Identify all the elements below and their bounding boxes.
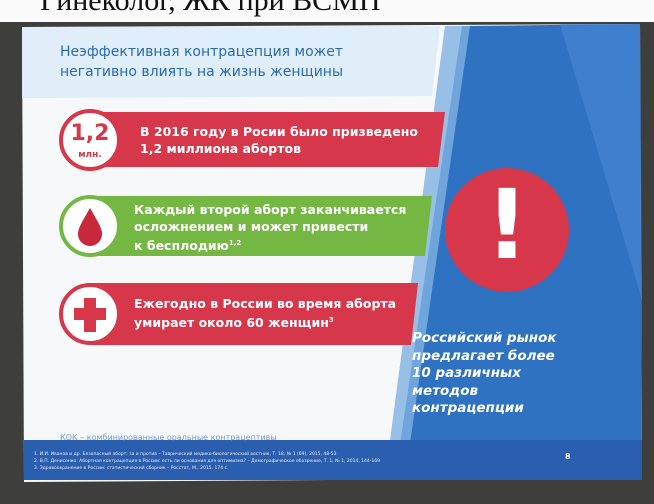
item-line: 1,2 миллиона абортов <box>140 140 418 157</box>
item-line: умирает около 60 женщин3 <box>134 312 396 331</box>
callout-line: методов <box>412 383 557 401</box>
footnote: 2. В.П. Денисенко. Абортная контрацепция… <box>34 459 380 464</box>
callout-line: предлагает более <box>412 348 557 366</box>
footnote-ref: 3 <box>329 316 334 324</box>
footnote: 1. И.И. Иванов и др. Безопасный аборт: з… <box>34 452 336 457</box>
badge-number: 1,2 <box>68 121 112 146</box>
item-line: Ежегодно в России во время аборта <box>134 295 396 312</box>
page-number: 8 <box>565 452 571 461</box>
item-line: к бесплодию1,2 <box>134 235 406 254</box>
footnote: 3. Здравоохранение в России: статистичес… <box>34 466 228 471</box>
item-text: Каждый второй аборт заканчивается осложн… <box>134 201 406 254</box>
item-text: В 2016 году в Росии было призведено 1,2 … <box>140 123 418 157</box>
callout: Российский рынок предлагает более 10 раз… <box>412 330 557 418</box>
item-line: В 2016 году в Росии было призведено <box>140 123 418 140</box>
item-line-text: умирает около 60 женщин <box>134 315 329 330</box>
callout-line: 10 различных <box>412 365 557 383</box>
abbreviation: КОК – комбинированные оральные контрацеп… <box>60 433 277 442</box>
item-line-text: к бесплодию <box>134 238 229 253</box>
footnote-ref: 1,2 <box>229 239 241 247</box>
badge-unit: млн. <box>68 150 112 160</box>
item-line: Каждый второй аборт заканчивается <box>134 201 406 218</box>
slide-title: негативно влиять на жизнь женщины <box>60 64 343 80</box>
callout-line: Российский рынок <box>412 330 557 348</box>
slide-title: Неэффективная контрацепция может <box>60 44 343 60</box>
callout-line: контрацепции <box>412 400 557 418</box>
item-line: осложнением и может привести <box>134 218 406 235</box>
page: {"header": {"caption": "Гинеколог, ЖК пр… <box>0 0 654 504</box>
item-text: Ежегодно в России во время аборта умирае… <box>134 295 396 331</box>
warning-mark: ! <box>477 170 537 280</box>
